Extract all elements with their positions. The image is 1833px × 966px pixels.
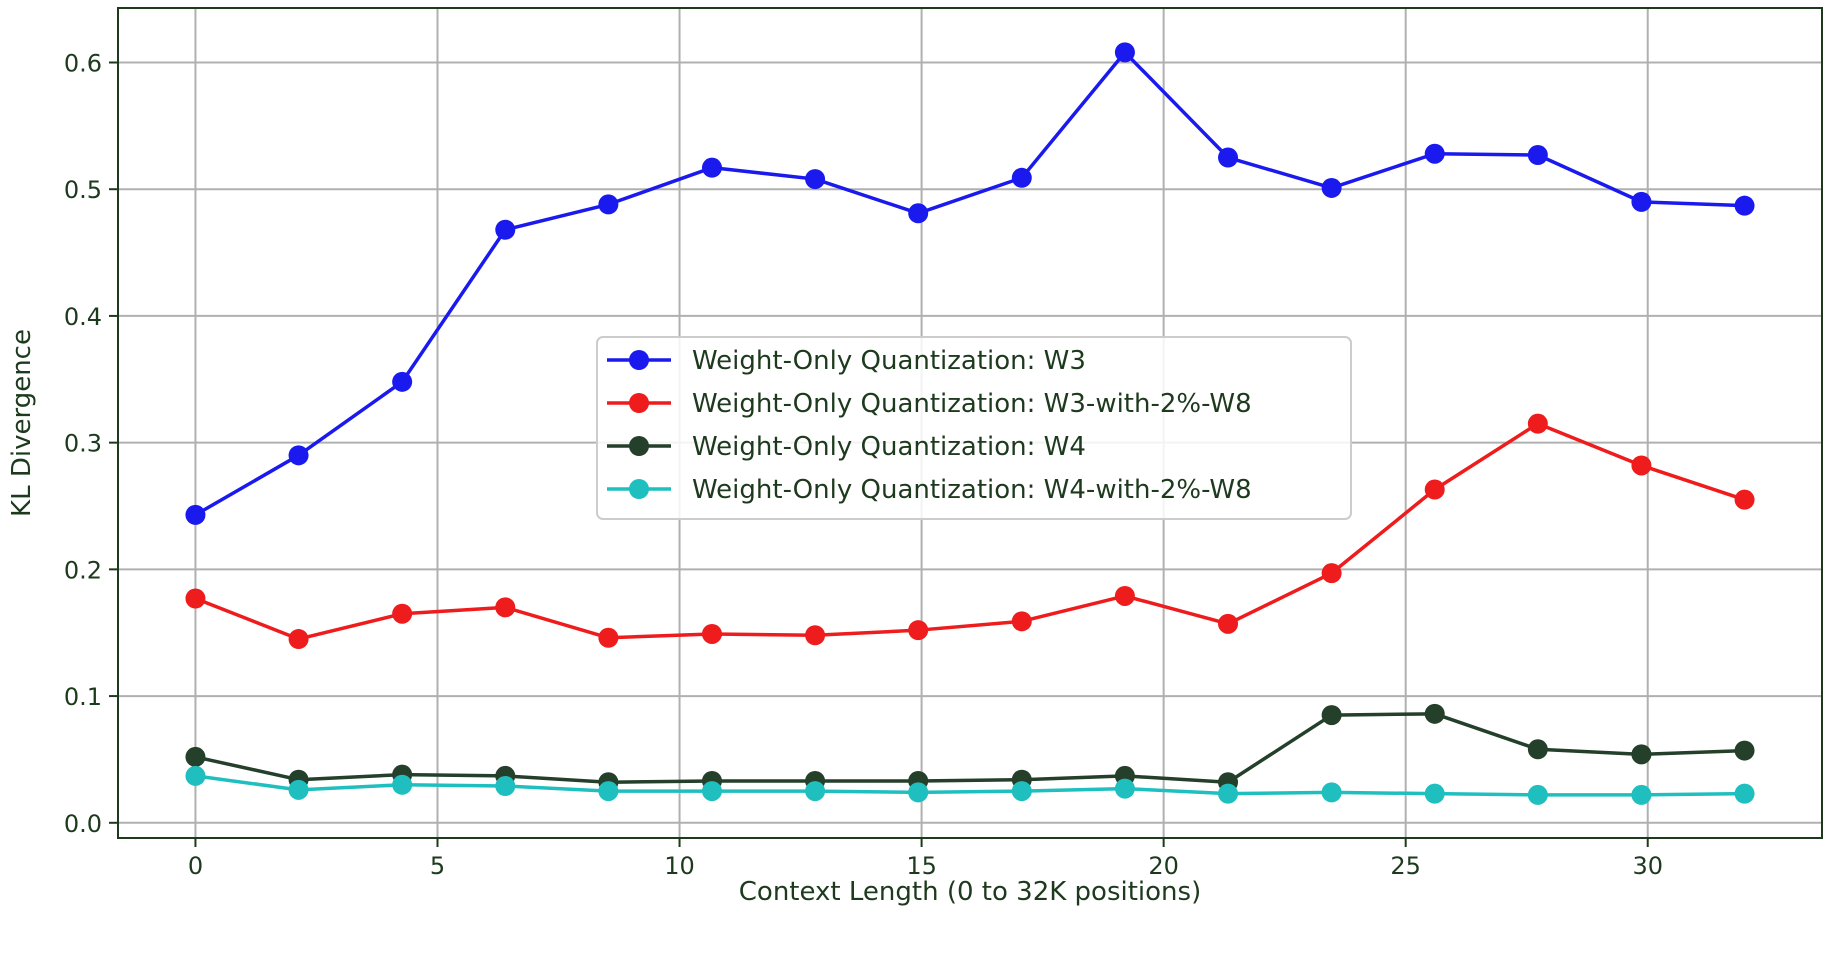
series-2 bbox=[185, 413, 1755, 650]
data-point bbox=[701, 623, 722, 644]
axis-ticks: 0 5 10 15 20 25 30 0.0 0.1 0.2 0.3 0.4 0.5 0.6 bbox=[64, 49, 1663, 880]
y-tick-label: 0.5 bbox=[64, 176, 102, 204]
data-point bbox=[1424, 703, 1445, 724]
data-point bbox=[185, 588, 206, 609]
data-point bbox=[392, 774, 413, 795]
legend-item: Weight-Only Quantization: W4 bbox=[607, 432, 1086, 462]
data-point bbox=[805, 625, 826, 646]
legend-marker bbox=[629, 436, 649, 456]
data-point bbox=[1218, 147, 1239, 168]
y-axis-label: KL Divergence bbox=[7, 329, 37, 517]
legend-marker bbox=[629, 393, 649, 413]
data-point bbox=[1734, 783, 1755, 804]
data-point bbox=[185, 765, 206, 786]
data-point bbox=[1734, 740, 1755, 761]
data-point bbox=[288, 779, 309, 800]
data-point bbox=[1424, 143, 1445, 164]
legend-label: Weight-Only Quantization: W4 bbox=[692, 432, 1086, 462]
data-point bbox=[495, 776, 516, 797]
legend-item: Weight-Only Quantization: W4-with-2%-W8 bbox=[607, 475, 1252, 505]
series-line bbox=[194, 50, 1745, 517]
legend-marker bbox=[629, 479, 649, 499]
x-axis-label: Context Length (0 to 32K positions) bbox=[739, 877, 1201, 907]
data-point bbox=[805, 781, 826, 802]
x-tick-label: 20 bbox=[1148, 852, 1179, 880]
data-point bbox=[392, 371, 413, 392]
series-1 bbox=[185, 42, 1755, 525]
series-line bbox=[195, 774, 1745, 797]
legend-label: Weight-Only Quantization: W3-with-2%-W8 bbox=[692, 389, 1252, 419]
legend-box bbox=[596, 336, 1352, 520]
data-point bbox=[1321, 177, 1342, 198]
y-tick-label: 0.6 bbox=[64, 49, 102, 77]
data-point bbox=[805, 169, 826, 190]
y-tick-label: 0.4 bbox=[64, 303, 102, 331]
data-point bbox=[1527, 144, 1548, 165]
data-point bbox=[1424, 479, 1445, 500]
y-tick-label: 0.3 bbox=[64, 430, 102, 458]
data-point bbox=[1011, 167, 1032, 188]
data-point bbox=[1321, 782, 1342, 803]
data-point bbox=[701, 781, 722, 802]
y-tick-label: 0.0 bbox=[64, 810, 102, 838]
data-point bbox=[1631, 744, 1652, 765]
data-point bbox=[908, 782, 929, 803]
data-point bbox=[598, 194, 619, 215]
data-point bbox=[495, 597, 516, 618]
series-line bbox=[194, 421, 1746, 641]
data-point bbox=[1527, 739, 1548, 760]
data-point bbox=[1011, 781, 1032, 802]
data-point bbox=[1218, 613, 1239, 634]
data-point bbox=[1631, 191, 1652, 212]
data-point bbox=[1114, 778, 1135, 799]
data-point bbox=[908, 203, 929, 224]
series-line bbox=[195, 712, 1745, 784]
data-point bbox=[1527, 413, 1548, 434]
data-point bbox=[908, 620, 929, 641]
data-point bbox=[1114, 42, 1135, 63]
plot-frame bbox=[117, 7, 1823, 839]
data-point bbox=[598, 781, 619, 802]
data-point bbox=[185, 746, 206, 767]
data-point bbox=[1734, 195, 1755, 216]
data-point bbox=[1631, 455, 1652, 476]
data-point bbox=[1424, 783, 1445, 804]
data-point bbox=[1527, 784, 1548, 805]
legend: Weight-Only Quantization: W3 Weight-Only … bbox=[596, 336, 1352, 520]
legend-label: Weight-Only Quantization: W3 bbox=[692, 346, 1086, 376]
series-4 bbox=[185, 765, 1755, 805]
data-point bbox=[1011, 611, 1032, 632]
data-point bbox=[598, 627, 619, 648]
data-point bbox=[701, 157, 722, 178]
legend-label: Weight-Only Quantization: W4-with-2%-W8 bbox=[692, 475, 1252, 505]
x-tick-label: 25 bbox=[1390, 852, 1421, 880]
y-tick-label: 0.2 bbox=[64, 556, 102, 584]
legend-marker bbox=[629, 350, 649, 370]
x-tick-label: 10 bbox=[664, 852, 695, 880]
data-point bbox=[288, 629, 309, 650]
data-point bbox=[1321, 563, 1342, 584]
legend-item: Weight-Only Quantization: W3-with-2%-W8 bbox=[607, 389, 1252, 419]
data-point bbox=[288, 445, 309, 466]
data-point bbox=[392, 603, 413, 624]
series-layer bbox=[185, 42, 1755, 805]
x-tick-label: 5 bbox=[430, 852, 445, 880]
legend-item: Weight-Only Quantization: W3 bbox=[607, 346, 1086, 376]
data-point bbox=[1114, 585, 1135, 606]
x-tick-label: 15 bbox=[906, 852, 937, 880]
y-tick-label: 0.1 bbox=[64, 683, 102, 711]
data-point bbox=[1734, 489, 1755, 510]
x-tick-label: 30 bbox=[1632, 852, 1663, 880]
data-point bbox=[495, 219, 516, 240]
data-point bbox=[1631, 784, 1652, 805]
data-point bbox=[185, 504, 206, 525]
x-tick-label: 0 bbox=[188, 852, 203, 880]
data-point bbox=[1218, 783, 1239, 804]
data-point bbox=[1321, 705, 1342, 726]
